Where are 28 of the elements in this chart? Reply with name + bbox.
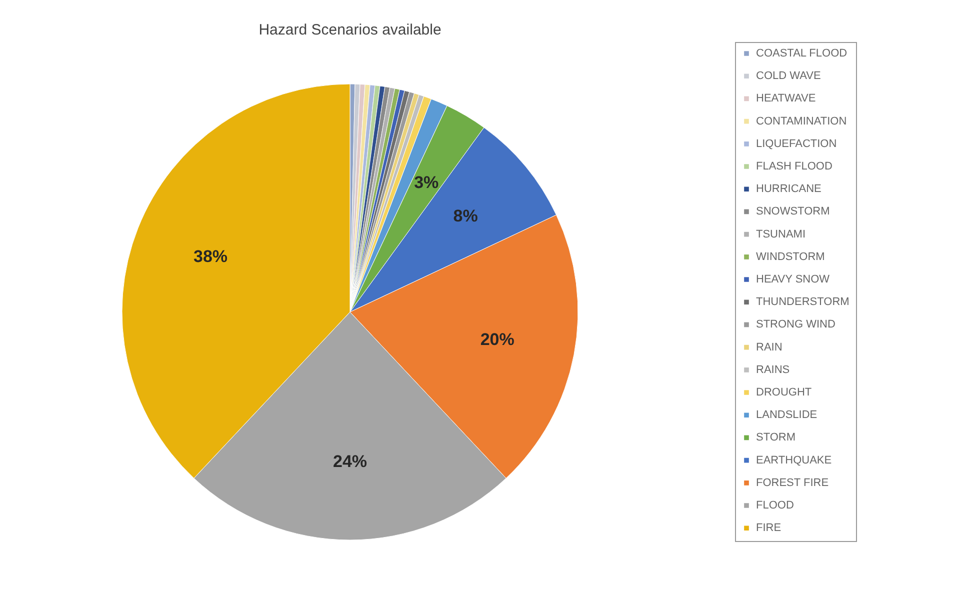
- chart-title: Hazard Scenarios available: [258, 22, 442, 38]
- legend-label: EARTHQUAKE: [756, 454, 832, 466]
- legend-label: STRONG WIND: [756, 318, 836, 331]
- data-label: 20%: [480, 330, 514, 350]
- legend-label: FLOOD: [756, 500, 794, 512]
- data-label: 38%: [194, 246, 228, 266]
- legend-label: DROUGHT: [756, 386, 812, 398]
- legend-label: FLASH FLOOD: [756, 160, 832, 172]
- data-label: 8%: [453, 206, 478, 226]
- data-label: 3%: [414, 172, 439, 192]
- legend-label: COLD WAVE: [756, 70, 821, 82]
- legend-label: SNOWSTORM: [756, 206, 830, 218]
- legend-label: THUNDERSTORM: [756, 296, 850, 308]
- legend-label: FOREST FIRE: [756, 476, 829, 489]
- legend-label: HURRICANE: [756, 183, 822, 196]
- data-label: 24%: [332, 452, 368, 471]
- legend-label: FIRE: [756, 522, 782, 534]
- legend-label: HEAVY SNOW: [756, 274, 830, 286]
- legend-label: LANDSLIDE: [756, 409, 818, 422]
- legend-label: RAIN: [756, 341, 782, 354]
- legend-label: LIQUEFACTION: [756, 138, 837, 150]
- legend-label: TSUNAMI: [756, 228, 806, 240]
- legend-label: WINDSTORM: [756, 250, 825, 263]
- legend-label: RAINS: [756, 364, 790, 376]
- legend-label: HEATWAVE: [756, 92, 816, 105]
- legend-label: CONTAMINATION: [756, 115, 847, 128]
- legend-label: STORM: [756, 432, 796, 444]
- legend-label: COASTAL FLOOD: [756, 48, 848, 60]
